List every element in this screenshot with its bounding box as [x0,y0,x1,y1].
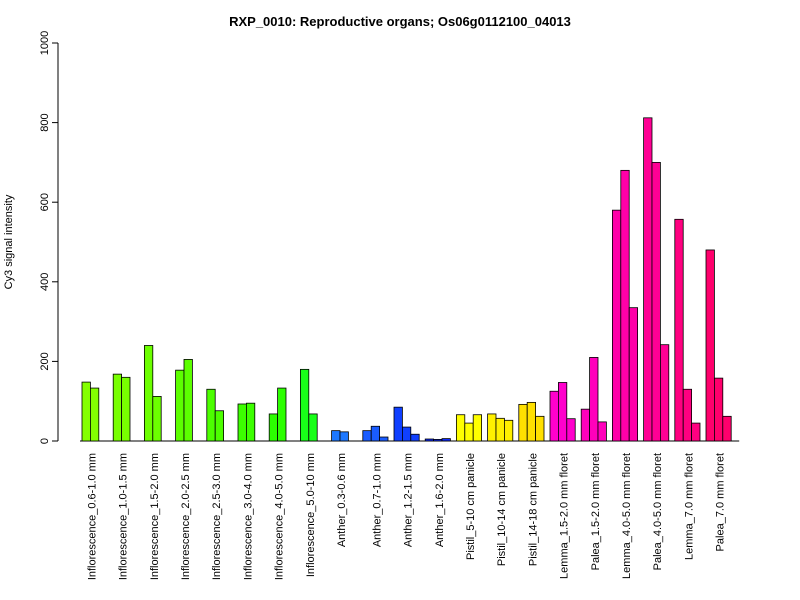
bar [339,431,349,442]
bar [277,387,287,442]
bar [441,438,451,442]
bars [81,117,732,442]
bar [237,403,247,442]
bar [379,436,389,442]
bar [464,422,474,442]
bar [503,419,514,442]
bar [299,368,310,442]
x-tick-label: Inflorescence_2.5-3.0 mm [211,453,223,580]
x-tick-label: Palea_7.0 mm floret [715,453,727,551]
bar [549,390,559,442]
bar [660,344,670,442]
y-tick-label: 1000 [39,31,51,55]
x-tick-label: Pistil_10-14 cm panicle [496,453,508,566]
y-tick-label: 800 [39,113,51,131]
bar [691,422,701,442]
bar [152,396,162,442]
bar [674,218,684,442]
bar [393,406,403,442]
bar [362,430,372,442]
x-tick-label: Palea_1.5-2.0 mm floret [590,453,602,570]
bar [81,381,91,442]
y-tick-label: 600 [39,193,51,211]
bar [183,359,193,442]
x-tick-label: Inflorescence_0.6-1.0 mm [86,453,98,580]
category-labels: Inflorescence_0.6-1.0 mm Inflorescence_1.… [86,453,726,580]
bar [370,425,381,442]
bar [628,307,639,442]
bar [401,426,412,442]
bar [433,439,443,442]
x-tick-label: Inflorescence_4.0-5.0 mm [274,453,286,580]
x-tick-label: Pistil_14-18 cm panicle [527,453,539,566]
bar [455,414,466,442]
x-tick-label: Anther_0.7-1.0 mm [371,453,383,547]
bar [175,369,185,442]
x-tick-label: Palea_4.0-5.0 mm floret [652,453,664,570]
x-tick-label: Lemma_7.0 mm floret [683,453,695,560]
y-tick-label: 200 [39,352,51,370]
bar [597,421,607,442]
bar [682,388,693,442]
x-tick-label: Inflorescence_1.0-1.5 mm [118,453,130,580]
bar [410,433,420,442]
bar [612,209,622,442]
bar [566,418,576,442]
bar [424,438,435,442]
y-tick-label: 400 [39,273,51,291]
bar [526,401,537,442]
bar [331,430,341,442]
x-tick-label: Anther_0.3-0.6 mm [336,453,348,547]
bar [121,376,131,442]
bar [589,357,599,442]
x-tick-label: Pistil_5-10 cm panicle [465,453,477,560]
bar [487,413,497,442]
bar [558,382,568,442]
x-tick-label: Inflorescence_2.0-2.5 mm [180,453,192,580]
bar [620,169,630,442]
x-tick-label: Inflorescence_3.0-4.0 mm [242,453,254,580]
bar [245,402,256,442]
bar [206,388,216,442]
bar [214,410,224,442]
bar [112,373,122,442]
bar [651,161,661,442]
x-tick-label: Lemma_1.5-2.0 mm floret [559,453,571,579]
x-tick-label: Anther_1.2-1.5 mm [403,453,415,547]
x-tick-label: Anther_1.6-2.0 mm [434,453,446,547]
x-tick-label: Inflorescence_1.5-2.0 mm [149,453,161,580]
y-tick-label: 0 [39,438,51,444]
bar [495,417,505,442]
bar [308,413,318,442]
bar [643,117,653,442]
bar [705,249,715,442]
bar [580,408,591,442]
x-tick-label: Inflorescence_5.0-10 mm [305,453,317,577]
y-axis: 0 200 400 600 800 1000 [39,31,59,444]
x-tick-label: Lemma_4.0-5.0 mm floret [621,453,633,579]
bar [714,377,724,442]
bar [143,345,154,442]
bar [268,413,279,442]
bar [90,387,100,442]
y-axis-label: Cy3 signal intensity [3,194,15,289]
bar [518,403,528,442]
bar [722,415,732,442]
bar [535,415,545,442]
bar [472,414,483,442]
chart-title: RXP_0010: Reproductive organs; Os06g0112… [229,14,571,29]
